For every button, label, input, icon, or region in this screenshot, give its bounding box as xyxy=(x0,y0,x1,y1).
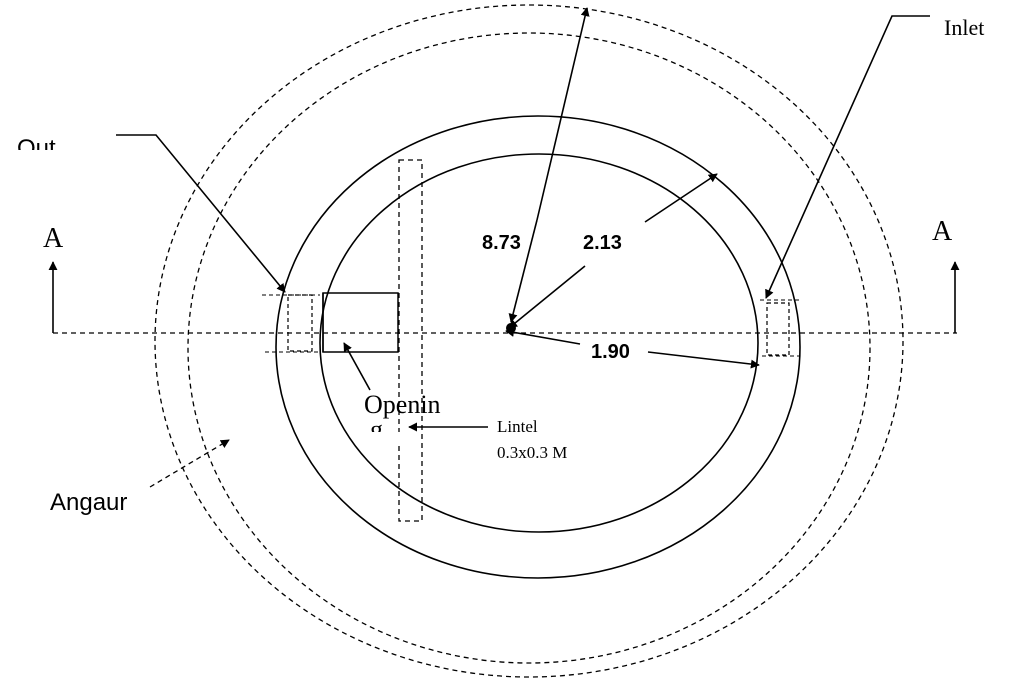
lintel-label-line1: Lintel xyxy=(497,417,538,436)
dim-small-radius-label: 1.90 xyxy=(591,341,630,363)
outlet-label-clip xyxy=(10,150,70,162)
dim-large-radius-label: 8.73 xyxy=(482,232,521,254)
opening-label-line1: Openin xyxy=(364,390,441,419)
inner-wall-ring xyxy=(319,153,759,533)
section-label-right: A xyxy=(932,216,953,247)
section-label-left: A xyxy=(43,223,64,254)
opening-box xyxy=(322,292,399,353)
second-dashed-ring xyxy=(187,32,871,664)
outer-dashed-ring xyxy=(154,4,904,678)
dim-8-73-arrow-down xyxy=(508,219,538,323)
outlet-leader xyxy=(116,134,286,293)
inlet-leader xyxy=(765,15,932,299)
dim-mid-radius-label: 2.13 xyxy=(583,232,622,254)
lintel-box xyxy=(398,159,423,522)
opening-label-clip xyxy=(360,432,400,444)
inlet-label-clip xyxy=(930,0,1011,17)
outer-wall-ring xyxy=(275,115,801,579)
dim-2-13-arrow-down xyxy=(508,265,586,329)
inlet-pipe xyxy=(766,302,790,356)
lintel-label-line2: 0.3x0.3 M xyxy=(497,443,567,462)
dim-1-90-arrow-right xyxy=(647,351,760,369)
opening-leader xyxy=(343,342,371,391)
angaur-leader xyxy=(149,439,230,488)
center-point xyxy=(506,323,516,333)
angaur-label: Angaur xyxy=(50,489,127,516)
outlet-pipe xyxy=(287,294,313,352)
dim-2-13-arrow-up xyxy=(644,173,718,223)
dim-8-73-arrow-up xyxy=(536,7,590,221)
dim-1-90-arrow-left xyxy=(505,327,581,345)
inlet-label: Inlet xyxy=(944,15,984,40)
